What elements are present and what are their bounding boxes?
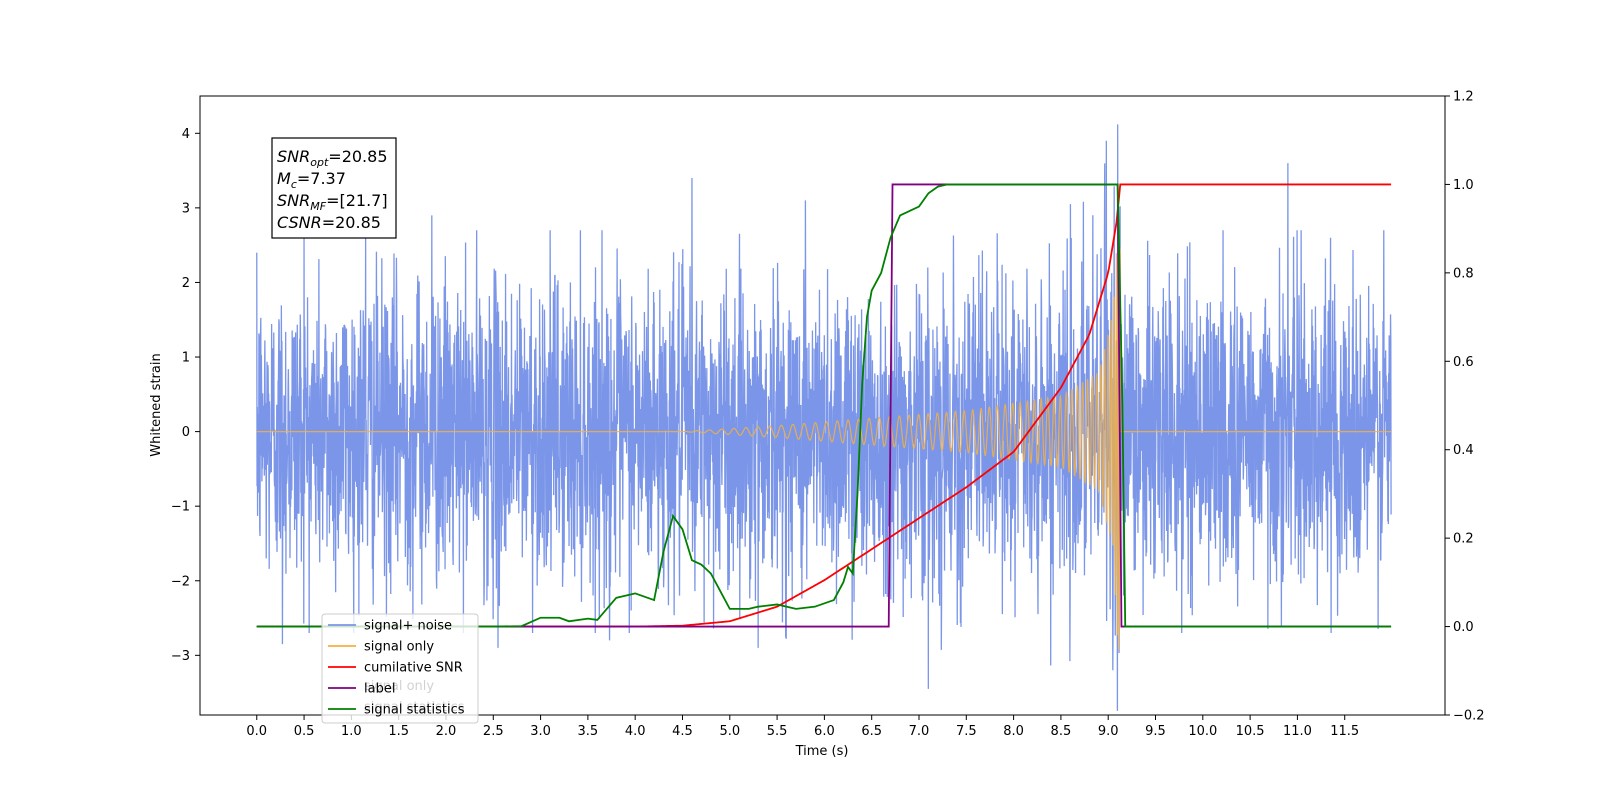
x-tick-label: 1.0: [341, 724, 362, 739]
legend-frame: [321, 613, 479, 724]
y2-tick-label: 0.0: [1453, 620, 1474, 635]
legend-label: cumilative SNR: [364, 661, 463, 676]
annotation-frame: [271, 137, 397, 239]
x-tick-label: 5.0: [719, 724, 740, 739]
y-tick-label: 1: [182, 351, 190, 366]
snr-annotation-box: SNRopt=20.85Mc=7.37SNRMF=[21.7]CSNR=20.8…: [271, 137, 397, 239]
annotation-line: CSNR=20.85: [277, 213, 381, 232]
annotation-line: SNRMF=[21.7]: [277, 191, 388, 213]
y2-tick-label: 1.0: [1453, 178, 1474, 193]
series-signal-only-line: [256, 233, 1392, 650]
y2-tick-label: 1.2: [1453, 90, 1474, 105]
x-tick-label: 2.0: [436, 724, 457, 739]
x-tick-label: 3.0: [530, 724, 551, 739]
x-tick-label: 2.5: [483, 724, 504, 739]
legend-ghost-label: signal only: [364, 679, 434, 694]
x-tick-label: 10.0: [1188, 724, 1217, 739]
x-tick-label: 4.5: [672, 724, 693, 739]
x-tick-label: 11.5: [1330, 724, 1359, 739]
x-tick-label: 8.0: [1003, 724, 1024, 739]
x-tick-label: 10.5: [1236, 724, 1265, 739]
x-tick-label: 7.0: [909, 724, 930, 739]
x-tick-label: 0.0: [246, 724, 267, 739]
y2-tick-label: −0.2: [1453, 709, 1485, 724]
annotation-value: =20.85: [322, 213, 381, 232]
annotation-symbol: M: [277, 169, 291, 188]
y-tick-label: −1: [171, 500, 190, 515]
annotation-line: Mc=7.37: [277, 169, 346, 191]
annotation-line: SNRopt=20.85: [277, 147, 388, 169]
x-tick-label: 9.5: [1145, 724, 1166, 739]
x-tick-label: 9.0: [1098, 724, 1119, 739]
y-tick-label: −2: [171, 574, 190, 589]
annotation-subscript: opt: [310, 156, 329, 169]
annotation-subscript: MF: [310, 200, 326, 213]
x-tick-label: 11.0: [1283, 724, 1312, 739]
x-tick-label: 8.5: [1051, 724, 1072, 739]
plot-frame: [199, 95, 1446, 716]
x-tick-label: 1.5: [388, 724, 409, 739]
x-tick-label: 4.0: [625, 724, 646, 739]
y-tick-label: 0: [182, 425, 190, 440]
legend-label: signal statistics: [364, 703, 465, 718]
series-signal-plus-noise-line: [256, 124, 1392, 711]
y2-tick-label: 0.6: [1453, 355, 1474, 370]
y2-tick-label: 0.4: [1453, 443, 1474, 458]
x-axis-label: Time (s): [795, 744, 849, 759]
x-tick-label: 6.5: [861, 724, 882, 739]
legend-ghost-label: signal statistics: [364, 700, 465, 715]
legend-label: label: [364, 682, 395, 697]
series-signal-statistics-line: [256, 183, 1392, 628]
y-axis-left: −3 −2 −1 0 1 2 3 4: [171, 127, 200, 664]
y2-tick-label: 0.8: [1453, 266, 1474, 281]
annotation-value: =[21.7]: [326, 191, 388, 210]
annotation-subscript: c: [291, 178, 297, 191]
x-tick-label: 7.5: [956, 724, 977, 739]
x-tick-label: 5.5: [767, 724, 788, 739]
y-axis-right: −0.2 0.0 0.2 0.4 0.6 0.8 1.0 1.2: [1445, 90, 1485, 724]
y-tick-label: 2: [182, 276, 190, 291]
x-tick-label: 0.5: [294, 724, 315, 739]
legend: signal only signal statistics signal+ nois…: [321, 613, 479, 724]
y2-tick-label: 0.2: [1453, 532, 1474, 547]
annotation-symbol: CSNR: [277, 213, 322, 232]
legend-label: signal only: [364, 640, 434, 655]
y-tick-label: 3: [182, 201, 190, 216]
y-tick-label: −3: [171, 649, 190, 664]
annotation-symbol: SNR: [277, 191, 310, 210]
x-tick-label: 3.5: [578, 724, 599, 739]
x-axis: 0.0 0.5 1.0 1.5 2.0 2.5 3.0 3.5 4.0 4.5 5.0 5.5 6.0 6…: [246, 715, 1359, 739]
x-tick-label: 6.0: [814, 724, 835, 739]
legend-label: signal+ noise: [364, 619, 452, 634]
annotation-value: =7.37: [297, 169, 346, 188]
annotation-value: =20.85: [328, 147, 387, 166]
annotation-symbol: SNR: [277, 147, 310, 166]
y-tick-label: 4: [182, 127, 190, 142]
y-axis-label: Whitened strain: [149, 353, 164, 456]
